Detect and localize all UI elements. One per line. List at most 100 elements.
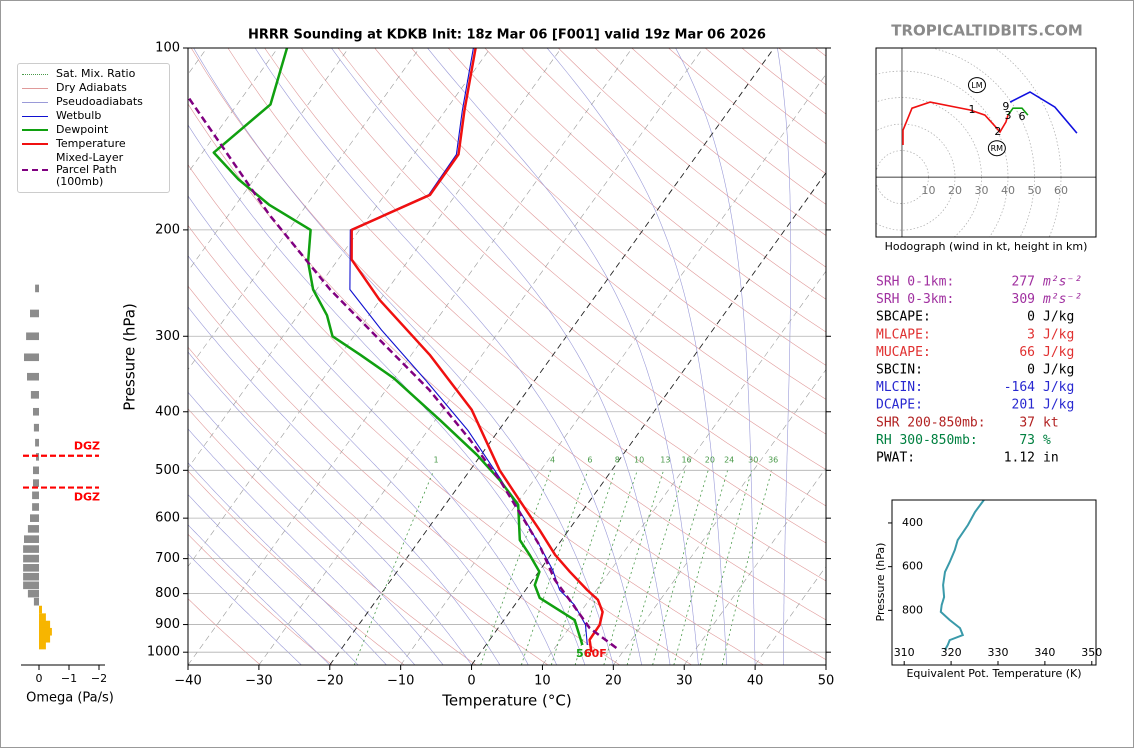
index-label: SBCIN: (876, 363, 923, 378)
thetae-x-label: Equivalent Pot. Temperature (K) (906, 667, 1081, 680)
dgz-label: DGZ (74, 440, 100, 453)
isotherm (471, 171, 826, 665)
isotherm (400, 73, 826, 665)
mixing-ratio-label: 30 (748, 456, 758, 465)
mixing-ratio-line (353, 470, 435, 665)
hodograph-line (1009, 91, 1078, 134)
omega-bar (30, 391, 39, 399)
index-label: MLCAPE: (876, 327, 931, 342)
index-unit: in (1043, 451, 1059, 466)
omega-bar (24, 535, 39, 543)
hodograph-ring-label: 20 (948, 184, 962, 197)
dry-adiabat (374, 48, 826, 435)
height-label: 1 (968, 103, 975, 116)
index-unit: J/kg (1043, 310, 1074, 325)
y-tick-label: 1000 (147, 645, 180, 660)
storm-motion-label: RM (991, 144, 1004, 153)
omega-bar (33, 423, 39, 432)
thetae-y-tick-label: 400 (902, 516, 923, 529)
omega-bar (36, 453, 39, 461)
pseudoadiabat (188, 494, 359, 665)
profile-line (350, 48, 604, 653)
isotherm (825, 664, 826, 665)
dry-adiabat (521, 48, 826, 300)
index-label: RH 300-850mb: (876, 433, 978, 448)
y-axis-label: Pressure (hPa) (121, 303, 139, 411)
thetae-x-tick-label: 350 (1081, 646, 1102, 659)
dry-adiabat (741, 48, 826, 115)
mixing-ratio-line (550, 470, 616, 665)
index-unit: J/kg (1043, 398, 1074, 413)
omega-bar (32, 503, 39, 511)
profile-line (349, 48, 588, 646)
dry-adiabat (815, 48, 826, 57)
index-label: MLCIN: (876, 380, 923, 395)
hodograph-ring-label: 40 (1001, 184, 1015, 197)
omega-bar (39, 613, 46, 621)
legend-label: Dewpoint (56, 123, 109, 136)
index-unit: J/kg (1043, 345, 1074, 360)
y-tick-label: 700 (155, 551, 180, 566)
dry-adiabat (447, 48, 826, 366)
legend-label: Mixed-Layer Parcel Path (100mb) (56, 151, 124, 188)
legend-label: Wetbulb (56, 109, 102, 122)
omega-axis-label: Omega (Pa/s) (26, 691, 114, 706)
x-tick-label: 10 (534, 674, 551, 689)
index-label: SHR 200-850mb: (876, 415, 986, 430)
dry-adiabat (484, 48, 826, 333)
hodograph-ring-label: 60 (1054, 184, 1068, 197)
dry-adiabat (778, 48, 826, 86)
legend-swatch (22, 129, 48, 131)
reference-lines: 1 4 6 8 10 13 16 20 24 30 36 (188, 48, 826, 665)
height-label: 2 (994, 125, 1001, 138)
height-label: 6 (1019, 110, 1026, 123)
mixing-ratio-label: 20 (705, 456, 715, 465)
pseudoadiabat (188, 462, 387, 665)
legend-swatch (22, 87, 48, 89)
omega-bar (39, 641, 46, 650)
profile-line (212, 48, 584, 646)
isotherm (542, 270, 826, 665)
surface-label: 56 (576, 647, 592, 660)
thetae-y-tick-label: 600 (902, 560, 923, 573)
hodograph-plot: 10 20 30 40 50 60 1 23 69 LM RM (876, 48, 1096, 237)
dry-adiabat (301, 48, 826, 507)
legend-entry: Temperature (18, 137, 169, 151)
omega-bar (23, 545, 39, 553)
legend-entry: Sat. Mix. Ratio (18, 67, 169, 81)
omega-tick-label: −2 (91, 672, 107, 685)
index-value: 3 (1027, 327, 1035, 342)
legend-swatch (22, 73, 48, 75)
hodograph-line (1007, 107, 1029, 116)
isotherm (188, 48, 279, 174)
omega-bar (39, 620, 51, 629)
x-tick-label: 50 (818, 674, 835, 689)
index-unit: kt (1043, 415, 1059, 430)
mixing-ratio-line (721, 470, 773, 665)
index-value: 309 (1012, 292, 1035, 307)
thetae-line (939, 500, 985, 651)
pseudoadiabat (188, 124, 586, 665)
omega-bar (30, 514, 39, 522)
omega-tick-label: 0 (36, 672, 43, 685)
y-tick-label: 600 (155, 511, 180, 526)
index-unit: J/kg (1043, 363, 1074, 378)
plot-frame (187, 47, 827, 666)
x-tick-label: 0 (467, 674, 475, 689)
thetae-x-tick-label: 340 (1034, 646, 1055, 659)
pseudoadiabat (188, 553, 302, 665)
index-unit: m²s⁻² (1042, 292, 1082, 307)
mixing-ratio-label: 10 (634, 456, 644, 465)
index-label: SBCAPE: (876, 310, 931, 325)
legend-label: Temperature (56, 137, 126, 150)
omega-bar (27, 589, 39, 598)
mixing-ratio-line (626, 470, 686, 665)
index-value: 277 (1012, 275, 1035, 290)
pseudoadiabat (188, 255, 529, 665)
thetae-y-label: Pressure (hPa) (874, 543, 887, 622)
hodograph-ring-label: 30 (974, 184, 988, 197)
legend-swatch (22, 101, 48, 103)
isotherm (188, 48, 491, 469)
omega-bar (32, 491, 39, 500)
thetae-x-tick-label: 310 (894, 646, 915, 659)
